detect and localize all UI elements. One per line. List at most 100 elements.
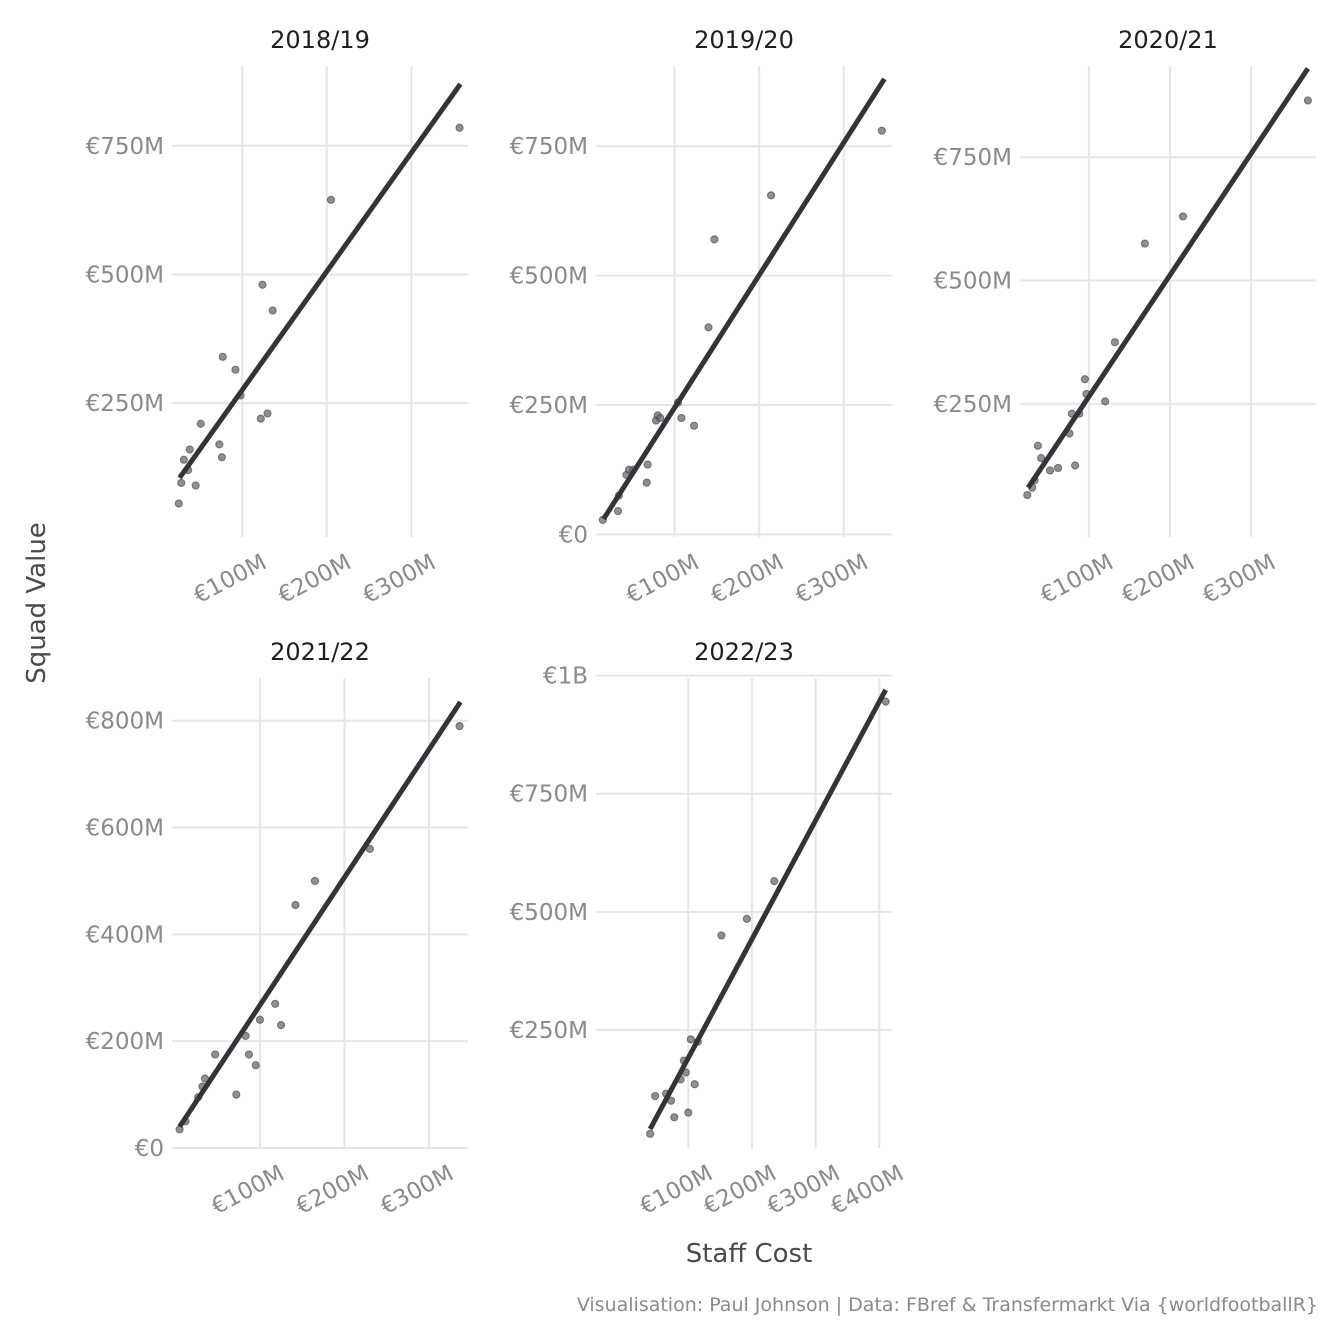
x-tick-label: €100M xyxy=(1036,549,1117,609)
facet-title: 2018/19 xyxy=(270,26,370,54)
data-point xyxy=(717,931,726,940)
data-point xyxy=(651,1091,660,1101)
trend-line xyxy=(177,82,463,480)
data-point xyxy=(179,455,188,464)
data-point xyxy=(258,280,267,289)
data-point xyxy=(1045,466,1055,475)
x-tick-label: €100M xyxy=(207,1160,288,1220)
x-tick-label: €400M xyxy=(827,1160,908,1220)
data-point xyxy=(677,413,686,423)
facet-panel: 2018/19 €250M €500M €750M €100M €200M €300M xyxy=(86,26,468,609)
data-point xyxy=(256,414,265,423)
x-tick-label: €300M xyxy=(376,1160,457,1220)
trend-line xyxy=(647,688,888,1131)
facet-panel: 2019/20 €0 €250M €500M €750M €100M €200M €300M xyxy=(510,26,892,609)
data-point xyxy=(268,306,277,315)
data-point xyxy=(1140,239,1149,248)
data-point xyxy=(742,914,751,924)
y-tick-label: €250M xyxy=(510,393,588,419)
trend-line xyxy=(177,700,463,1129)
data-point xyxy=(684,1108,693,1117)
x-tick-label: €200M xyxy=(1117,549,1198,609)
data-point xyxy=(642,478,651,487)
data-point xyxy=(271,999,280,1008)
x-tick-label: €200M xyxy=(699,1160,780,1220)
data-point xyxy=(670,1113,679,1122)
y-tick-label: €250M xyxy=(510,1018,588,1044)
y-tick-label: €800M xyxy=(86,709,164,735)
y-tick-label: €600M xyxy=(86,816,164,842)
data-point xyxy=(1023,490,1032,500)
y-tick-label: €750M xyxy=(934,145,1012,171)
y-tick-label: €250M xyxy=(934,392,1012,418)
data-point xyxy=(1036,453,1046,463)
data-point xyxy=(244,1050,254,1059)
data-point xyxy=(1178,212,1188,221)
y-tick-label: €750M xyxy=(510,134,588,160)
data-point xyxy=(177,478,186,488)
y-tick-label: €250M xyxy=(86,391,164,417)
data-point xyxy=(1303,96,1312,105)
x-tick-label: €300M xyxy=(1199,549,1280,609)
facet-title: 2021/22 xyxy=(270,638,370,666)
y-tick-label: €750M xyxy=(86,134,164,160)
y-tick-label: €750M xyxy=(510,782,588,808)
data-point xyxy=(643,460,652,469)
y-tick-label: €0 xyxy=(135,1136,164,1162)
facet-panel: 2022/23 €250M €500M €750M €1B €100M€200M€300M… xyxy=(510,638,908,1220)
caption: Visualisation: Paul Johnson | Data: FBre… xyxy=(577,1294,1318,1316)
y-tick-label: €500M xyxy=(934,269,1012,295)
facet-title: 2022/23 xyxy=(694,638,794,666)
x-tick-label: €200M xyxy=(707,549,788,609)
trend-line xyxy=(601,77,887,521)
data-point xyxy=(1080,375,1089,384)
data-point xyxy=(310,876,320,886)
x-tick-label: €300M xyxy=(763,1160,844,1220)
data-point xyxy=(232,1090,241,1099)
y-tick-label: €400M xyxy=(86,922,164,948)
facet-panels: 2018/19€250M€500M€750M€100M €200M €300M201… xyxy=(86,26,1316,1220)
data-point xyxy=(710,235,719,244)
data-point xyxy=(455,721,464,731)
data-point xyxy=(613,507,623,516)
x-tick-label: €100M xyxy=(622,549,703,609)
y-tick-label: €0 xyxy=(559,522,588,548)
data-point xyxy=(877,126,886,135)
data-point xyxy=(185,445,194,454)
data-point xyxy=(686,1035,695,1044)
y-tick-label: €500M xyxy=(86,262,164,288)
data-point xyxy=(704,323,713,332)
data-point xyxy=(231,365,240,374)
data-point xyxy=(276,1021,286,1030)
trend-line xyxy=(1026,67,1310,490)
data-point xyxy=(766,191,776,200)
data-point xyxy=(365,844,374,854)
y-tick-label: €200M xyxy=(86,1029,164,1055)
data-point xyxy=(1110,338,1119,347)
data-point xyxy=(211,1050,220,1059)
data-point xyxy=(690,1080,699,1089)
data-point xyxy=(656,413,665,423)
data-point xyxy=(646,1129,655,1138)
data-point xyxy=(174,499,183,508)
x-tick-label: €200M xyxy=(292,1160,373,1220)
data-point xyxy=(455,123,464,132)
y-axis-title: Squad Value xyxy=(22,522,52,684)
data-point xyxy=(770,877,779,886)
facet-panel: 2020/21 €250M €500M €750M €100M €200M €300M xyxy=(934,26,1316,609)
x-tick-label: €300M xyxy=(791,549,872,609)
data-point xyxy=(326,195,336,204)
facet-title: 2020/21 xyxy=(1118,26,1218,54)
data-point xyxy=(251,1061,260,1070)
data-point xyxy=(217,453,226,462)
facet-panel: 2021/22€0€200M€400M€600M€800M€100M €200M €… xyxy=(86,638,468,1220)
x-axis-title: Staff Cost xyxy=(686,1239,813,1269)
data-point xyxy=(263,409,272,418)
data-point xyxy=(218,352,227,361)
x-tick-label: €100M xyxy=(636,1160,717,1220)
data-point xyxy=(215,440,224,449)
data-point xyxy=(291,900,300,910)
y-tick-label: €1B xyxy=(543,664,588,690)
data-point xyxy=(690,421,699,430)
